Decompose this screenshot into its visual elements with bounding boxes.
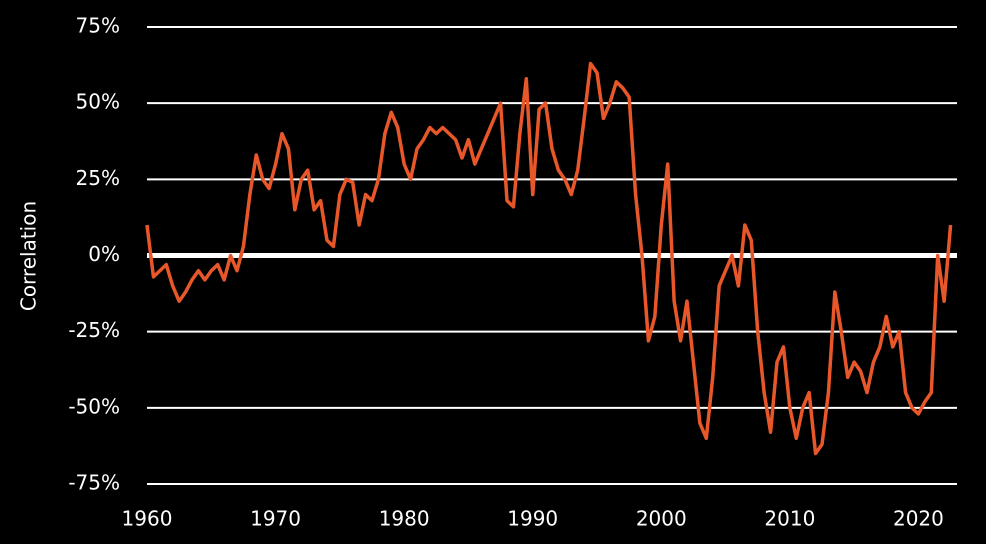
x-tick-label: 2010 xyxy=(764,507,815,531)
x-tick-label: 1960 xyxy=(122,507,173,531)
y-axis-label: Correlation xyxy=(17,201,41,311)
x-tick-label: 2020 xyxy=(893,507,944,531)
x-tick-label: 1970 xyxy=(250,507,301,531)
y-tick-label: 25% xyxy=(76,166,120,190)
y-tick-label: 0% xyxy=(88,242,120,266)
y-tick-label: 50% xyxy=(76,90,120,114)
y-tick-label: -75% xyxy=(68,471,120,495)
x-tick-label: 1980 xyxy=(379,507,430,531)
data-line xyxy=(145,61,953,456)
y-tick-label: 75% xyxy=(76,14,120,38)
y-tick-label: -25% xyxy=(68,318,120,342)
x-tick-label: 2000 xyxy=(636,507,687,531)
x-tick-label: 1990 xyxy=(507,507,558,531)
y-tick-label: -50% xyxy=(68,394,120,418)
